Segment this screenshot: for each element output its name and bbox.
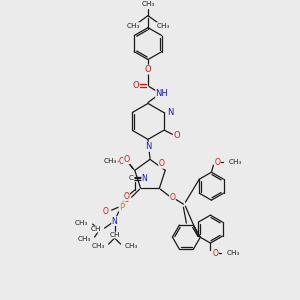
Text: CH₃: CH₃ (104, 158, 118, 164)
Text: CH: CH (91, 226, 102, 232)
Text: CH₃: CH₃ (77, 236, 91, 242)
Text: CH₃: CH₃ (74, 220, 88, 226)
Text: CH₃: CH₃ (126, 22, 140, 28)
Text: O: O (169, 193, 175, 202)
Text: O: O (133, 81, 139, 90)
Text: O: O (212, 249, 218, 258)
Text: N: N (168, 108, 174, 117)
Text: O: O (159, 159, 164, 168)
Text: CH₃: CH₃ (226, 250, 240, 256)
Text: O: O (119, 157, 125, 166)
Text: O: O (103, 207, 109, 216)
Text: CH₃: CH₃ (91, 243, 105, 249)
Text: O: O (145, 65, 151, 74)
Text: O: O (173, 131, 180, 140)
Text: CH: CH (109, 232, 120, 238)
Text: CH₃: CH₃ (228, 159, 242, 165)
Text: CH₃: CH₃ (156, 22, 170, 28)
Text: P: P (119, 203, 124, 212)
Text: N: N (112, 217, 118, 226)
Text: N: N (142, 174, 148, 183)
Text: O: O (124, 192, 130, 201)
Text: CH₃: CH₃ (141, 1, 155, 7)
Text: O: O (214, 158, 220, 167)
Text: N: N (145, 142, 151, 152)
Text: O: O (124, 195, 130, 204)
Text: NH: NH (156, 89, 168, 98)
Text: CH₃: CH₃ (103, 158, 117, 164)
Text: CH₃: CH₃ (124, 243, 138, 249)
Text: O: O (124, 155, 130, 164)
Text: C: C (129, 175, 134, 181)
